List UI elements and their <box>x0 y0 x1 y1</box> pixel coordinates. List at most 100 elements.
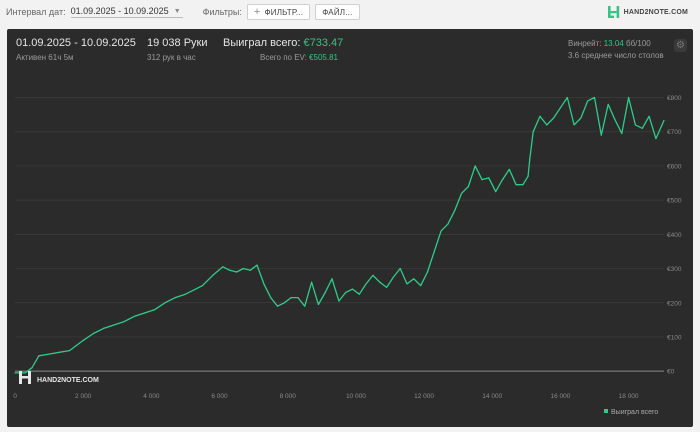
data-point <box>310 281 313 283</box>
data-point <box>655 137 657 140</box>
data-point <box>133 315 135 318</box>
date-range-select[interactable]: 01.09.2025 - 10.09.2025 ▼ <box>70 6 183 18</box>
won-value: €733.47 <box>303 37 344 49</box>
x-tick-label: 10 000 <box>346 393 366 400</box>
data-point <box>559 107 562 109</box>
data-point <box>501 179 504 181</box>
data-point <box>212 274 214 276</box>
data-point <box>195 288 197 290</box>
chart-svg: €800 €700 €600 €500 €400 €300 €200 €100 €0 0 2 00… <box>13 95 682 416</box>
ev-value: €505.81 <box>309 53 338 62</box>
data-point <box>174 297 176 299</box>
interval-label: Интервал дат: <box>6 7 66 17</box>
graph-panel: 01.09.2025 - 10.09.2025 Активен 61ч 5м 1… <box>7 29 693 427</box>
data-point <box>304 305 306 307</box>
toolbar: Интервал дат: 01.09.2025 - 10.09.2025 ▼ … <box>0 0 700 24</box>
logo-icon <box>607 6 619 18</box>
data-point <box>365 283 367 285</box>
won-total: Выиграл всего: €733.47 <box>223 37 343 49</box>
y-tick-label: €400 <box>667 232 682 239</box>
data-point <box>283 302 285 304</box>
data-point <box>628 96 630 99</box>
legend-label: Выиграл всего <box>611 409 658 416</box>
y-tick-label: €700 <box>667 129 682 136</box>
data-point <box>420 285 422 287</box>
data-point <box>522 184 524 186</box>
chart-grid <box>15 97 664 372</box>
files-button[interactable]: ФАЙЛ... <box>315 4 360 20</box>
data-point <box>201 285 204 287</box>
data-point <box>270 297 272 299</box>
ev-label: Всего по EV: <box>260 53 307 62</box>
data-point <box>276 305 279 307</box>
filter-button[interactable]: + ФИЛЬТР... <box>246 4 311 20</box>
data-point <box>372 274 374 276</box>
plus-icon: + <box>253 5 261 18</box>
data-point <box>532 131 534 133</box>
x-tick-label: 8 000 <box>280 393 297 400</box>
y-tick-label: €200 <box>667 300 682 307</box>
winrate-unit: бб/100 <box>625 39 651 48</box>
y-axis-ticks: €800 €700 €600 €500 €400 €300 €200 €100 €0 <box>667 95 682 376</box>
chart-legend: Выиграл всего <box>604 409 658 416</box>
y-tick-label: €600 <box>667 163 682 170</box>
data-point <box>385 286 388 288</box>
gear-icon[interactable]: ⚙ <box>674 39 687 52</box>
data-point <box>324 291 326 294</box>
data-point <box>14 372 16 374</box>
data-point <box>222 266 224 268</box>
data-point <box>331 278 333 280</box>
data-point <box>235 271 238 273</box>
data-point <box>426 271 429 273</box>
data-point <box>143 312 146 314</box>
data-point <box>123 320 125 323</box>
data-point <box>242 267 245 270</box>
chevron-down-icon: ▼ <box>173 7 181 15</box>
data-point <box>607 103 609 105</box>
y-tick-label: €100 <box>667 334 682 341</box>
x-tick-label: 12 000 <box>414 393 434 400</box>
data-point <box>92 332 95 335</box>
period-title: 01.09.2025 - 10.09.2025 <box>16 37 136 49</box>
ev-total: Всего по EV: €505.81 <box>260 53 338 62</box>
data-point <box>663 119 665 122</box>
data-point <box>358 293 360 295</box>
data-point <box>440 230 442 232</box>
data-point <box>614 119 616 121</box>
app-logo: HAND2NOTE.COM <box>607 5 688 19</box>
x-tick-label: 6 000 <box>211 393 228 400</box>
data-point <box>345 291 347 294</box>
winrate-label: Винрейт: <box>568 39 602 48</box>
legend-swatch <box>604 409 608 413</box>
x-axis-ticks: 0 2 000 4 000 6 000 8 000 10 000 12 000 14 000 1… <box>13 393 639 400</box>
filter-button-label: ФИЛЬТР... <box>264 7 304 17</box>
data-point <box>379 281 381 283</box>
avg-tables: 3.6 среднее число столов <box>568 51 664 60</box>
date-range-value: 01.09.2025 - 10.09.2025 <box>70 6 169 16</box>
data-point <box>24 372 26 374</box>
data-point <box>474 165 476 167</box>
logo-text: HAND2NOTE.COM <box>623 8 688 16</box>
data-point <box>641 127 643 129</box>
data-point <box>317 303 319 306</box>
y-tick-label: €500 <box>667 198 682 205</box>
data-point <box>648 115 650 117</box>
data-point <box>553 117 555 119</box>
data-point <box>481 179 483 181</box>
x-tick-label: 0 <box>13 393 17 400</box>
data-point <box>634 124 637 126</box>
data-point <box>587 100 589 102</box>
data-point <box>433 250 435 253</box>
data-point <box>566 96 568 99</box>
data-point <box>154 308 156 311</box>
data-point <box>515 184 517 186</box>
data-point <box>290 297 292 299</box>
data-point <box>392 276 394 278</box>
data-point <box>263 283 265 285</box>
x-tick-label: 16 000 <box>550 393 570 400</box>
data-point <box>103 327 105 330</box>
data-point <box>413 278 415 280</box>
data-point <box>580 117 582 119</box>
data-point <box>229 269 231 271</box>
active-time: Активен 61ч 5м <box>16 53 74 62</box>
